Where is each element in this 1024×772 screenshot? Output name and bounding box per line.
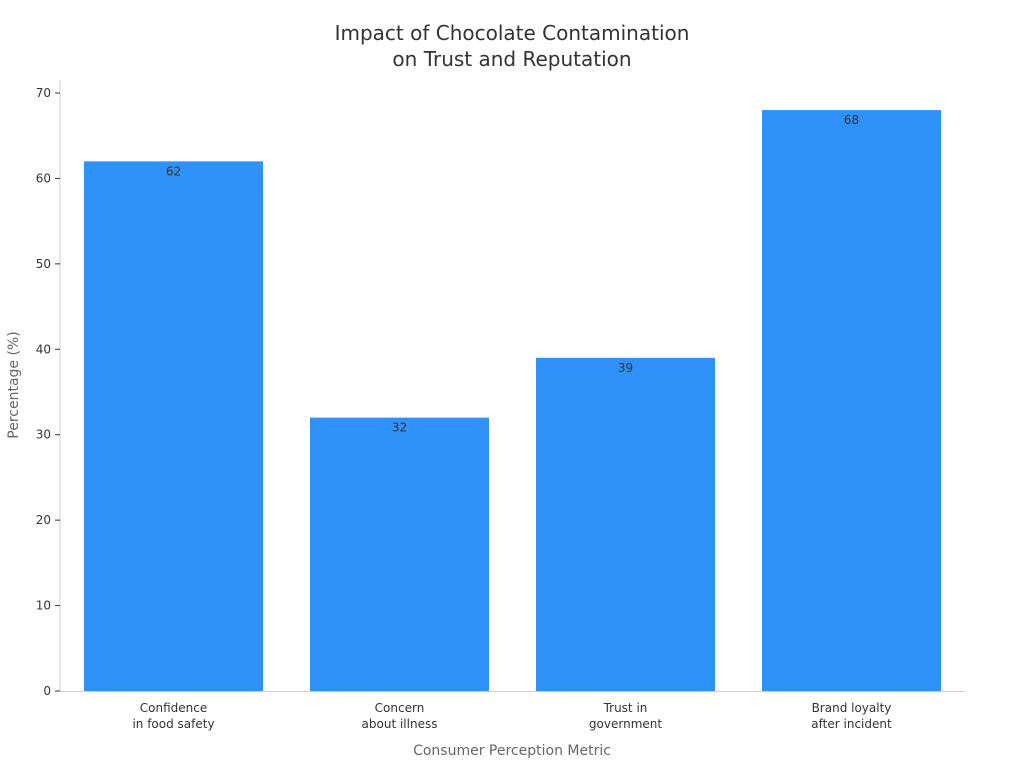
x-tick-label: in food safety xyxy=(132,717,214,731)
bar xyxy=(310,417,489,691)
data-label: 39 xyxy=(618,361,633,375)
data-label: 68 xyxy=(844,113,859,127)
x-tick-label: about illness xyxy=(362,717,438,731)
x-tick-label: Trust in xyxy=(603,701,648,715)
bar xyxy=(536,357,715,691)
chart-title-line-2: on Trust and Reputation xyxy=(392,47,631,71)
x-tick-label: government xyxy=(589,717,662,731)
y-tick-label: 60 xyxy=(36,171,51,185)
y-axis-label: Percentage (%) xyxy=(6,331,22,438)
x-tick-label: Brand loyalty xyxy=(812,701,892,715)
chart-title-line-1: Impact of Chocolate Contamination xyxy=(335,21,690,45)
y-tick-label: 50 xyxy=(36,257,51,271)
x-tick-label: after incident xyxy=(811,717,892,731)
x-tick-label: Confidence xyxy=(140,701,207,715)
x-tick-label: Concern xyxy=(375,701,425,715)
bar xyxy=(762,110,941,692)
bar xyxy=(84,161,263,692)
y-tick-label: 20 xyxy=(36,513,51,527)
x-axis-label: Consumer Perception Metric xyxy=(413,743,611,759)
data-label: 62 xyxy=(166,164,181,178)
data-label: 32 xyxy=(392,421,407,435)
y-tick-label: 70 xyxy=(36,86,51,100)
y-tick-label: 10 xyxy=(36,599,51,613)
y-tick-label: 30 xyxy=(36,428,51,442)
y-tick-label: 0 xyxy=(43,684,51,698)
y-tick-label: 40 xyxy=(36,342,51,356)
